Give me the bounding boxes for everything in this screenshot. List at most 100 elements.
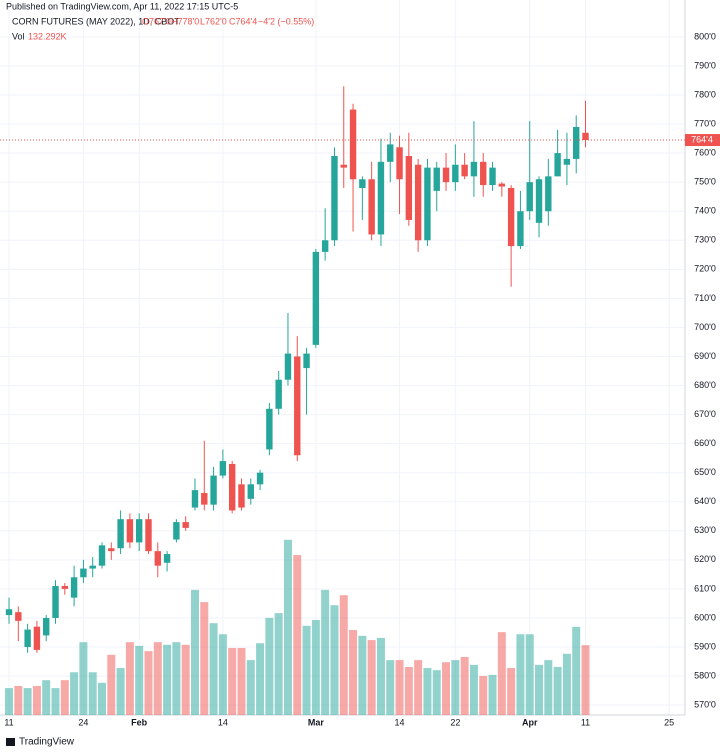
candle-body	[582, 132, 589, 141]
candle-body	[554, 153, 561, 177]
candle-body	[5, 609, 13, 616]
volume-bar	[507, 668, 516, 715]
candle-body	[470, 161, 478, 177]
volume-bar	[553, 666, 562, 715]
candle-body	[349, 109, 357, 180]
candle-body	[563, 158, 571, 165]
candle-body	[284, 353, 292, 380]
candle-body	[498, 183, 506, 187]
candle-body	[424, 167, 431, 241]
logo	[6, 738, 15, 746]
y-tick-label: 730'0	[694, 235, 716, 245]
candle-body	[191, 490, 199, 508]
volume-bar	[414, 660, 423, 715]
volume-bar	[386, 660, 395, 715]
candle-body	[294, 356, 301, 456]
volume-bar	[172, 642, 181, 715]
volume-bar	[358, 635, 367, 715]
candle-body	[377, 161, 385, 235]
volume-bar	[190, 589, 199, 715]
volume-bar	[302, 625, 311, 715]
candle-body	[321, 240, 329, 252]
candle-body	[396, 147, 403, 180]
volume-bar	[135, 645, 144, 715]
volume-bar	[451, 660, 460, 715]
y-tick-label: 690'0	[694, 351, 716, 361]
candle-body	[247, 484, 254, 499]
candle-body	[52, 586, 59, 618]
candle-body	[154, 551, 161, 566]
candle-body	[266, 408, 273, 450]
y-tick-label: 790'0	[694, 60, 716, 70]
volume-bar	[274, 613, 283, 715]
y-tick-label: 580'0	[694, 670, 716, 680]
y-tick-label: 740'0	[694, 206, 716, 216]
volume-bar	[116, 668, 125, 715]
candle-body	[238, 484, 245, 508]
legend-value: C764'4	[229, 16, 257, 26]
volume-bar	[218, 634, 227, 715]
last-price-label: 764'4	[691, 134, 713, 144]
volume-bar	[562, 653, 571, 715]
candle-body	[24, 629, 31, 648]
y-tick-label: 710'0	[694, 293, 716, 303]
volume-bar	[423, 668, 432, 715]
candle-body	[507, 187, 515, 247]
y-tick-label: 650'0	[694, 467, 716, 477]
volume-bar	[404, 666, 413, 715]
last-price-tag	[685, 134, 720, 147]
candle-body	[33, 626, 41, 650]
candle-body	[219, 461, 227, 476]
candle-body	[312, 251, 320, 345]
volume-bar	[200, 602, 209, 715]
candle-body	[228, 463, 236, 511]
candle-body	[108, 548, 115, 552]
candle-body	[433, 167, 440, 191]
volume-bar	[32, 685, 41, 715]
volume-bar	[181, 644, 190, 715]
volume-bar	[283, 539, 292, 715]
volume-bar	[581, 645, 590, 715]
volume-bar	[51, 688, 60, 715]
volume-bar	[163, 644, 172, 715]
volume-bar	[442, 662, 451, 715]
volume-bar	[367, 640, 376, 715]
volume-bar	[376, 637, 385, 715]
candle-body	[405, 156, 413, 220]
y-tick-label: 700'0	[694, 322, 716, 332]
volume-bar	[256, 643, 265, 715]
candle-body	[70, 577, 78, 598]
volume-bar	[88, 672, 97, 715]
volume-bar	[42, 680, 51, 715]
volume-bar	[246, 660, 255, 715]
y-tick-label: 600'0	[694, 612, 716, 622]
volume-bar	[330, 605, 339, 715]
x-tick-label: Apr	[522, 717, 538, 727]
y-tick-label: 770'0	[694, 118, 716, 128]
y-tick-label: 780'0	[694, 89, 716, 99]
x-tick-label: 24	[78, 717, 88, 727]
candle-body	[163, 554, 171, 563]
volume-bar	[460, 656, 469, 715]
y-tick-label: 750'0	[694, 177, 716, 187]
volume-label: 132.292K	[28, 31, 67, 41]
x-tick-label: Mar	[308, 717, 325, 727]
candle-body	[535, 179, 543, 223]
x-tick-label: 14	[395, 717, 405, 727]
volume-bar	[293, 555, 302, 715]
volume-bar	[572, 626, 581, 715]
candle-body	[545, 176, 552, 212]
y-tick-label: 610'0	[694, 583, 716, 593]
candle-body	[387, 144, 394, 162]
candle-body	[256, 472, 264, 485]
footer: TradingView	[19, 737, 75, 748]
volume-bar	[349, 630, 358, 715]
volume-bar	[107, 654, 116, 715]
candle-body	[573, 126, 580, 159]
y-tick-label: 760'0	[694, 147, 716, 157]
y-tick-label: 570'0	[694, 699, 716, 709]
volume-bar	[14, 685, 23, 715]
candle-body	[126, 519, 134, 543]
x-tick-label: Feb	[131, 717, 148, 727]
